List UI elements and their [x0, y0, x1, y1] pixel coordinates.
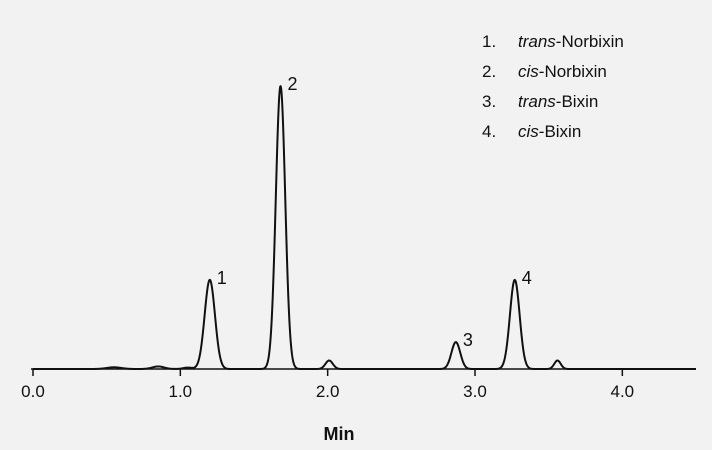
legend-prefix: trans	[518, 92, 556, 111]
peak-labels: 1 2 3 4	[217, 74, 532, 350]
legend-number: 1.	[482, 32, 496, 51]
legend-prefix: cis	[518, 62, 539, 81]
legend-suffix: -Bixin	[556, 92, 599, 111]
legend-entry: trans-Bixin	[518, 92, 598, 111]
x-ticks: 0.0 1.0 2.0 3.0 4.0	[21, 369, 634, 401]
legend-prefix: cis	[518, 122, 539, 141]
peak-label-1: 1	[217, 268, 227, 288]
x-axis-label: Min	[324, 424, 355, 444]
peak-label-4: 4	[522, 268, 532, 288]
legend-suffix: -Bixin	[539, 122, 582, 141]
legend-entry: trans-Norbixin	[518, 32, 624, 51]
chromatogram-trace	[32, 85, 697, 370]
x-tick-label: 1.0	[169, 382, 193, 401]
legend-number: 2.	[482, 62, 496, 81]
legend-suffix: -Norbixin	[539, 62, 607, 81]
legend-number: 4.	[482, 122, 496, 141]
peak-label-2: 2	[288, 74, 298, 94]
legend-entry: cis-Norbixin	[518, 62, 607, 81]
legend-prefix: trans	[518, 32, 556, 51]
legend-entry: cis-Bixin	[518, 122, 581, 141]
x-tick-label: 2.0	[316, 382, 340, 401]
x-tick-label: 0.0	[21, 382, 45, 401]
x-tick-label: 4.0	[611, 382, 635, 401]
legend-suffix: -Norbixin	[556, 32, 624, 51]
legend-number: 3.	[482, 92, 496, 111]
peak-label-3: 3	[463, 330, 473, 350]
x-tick-label: 3.0	[463, 382, 487, 401]
